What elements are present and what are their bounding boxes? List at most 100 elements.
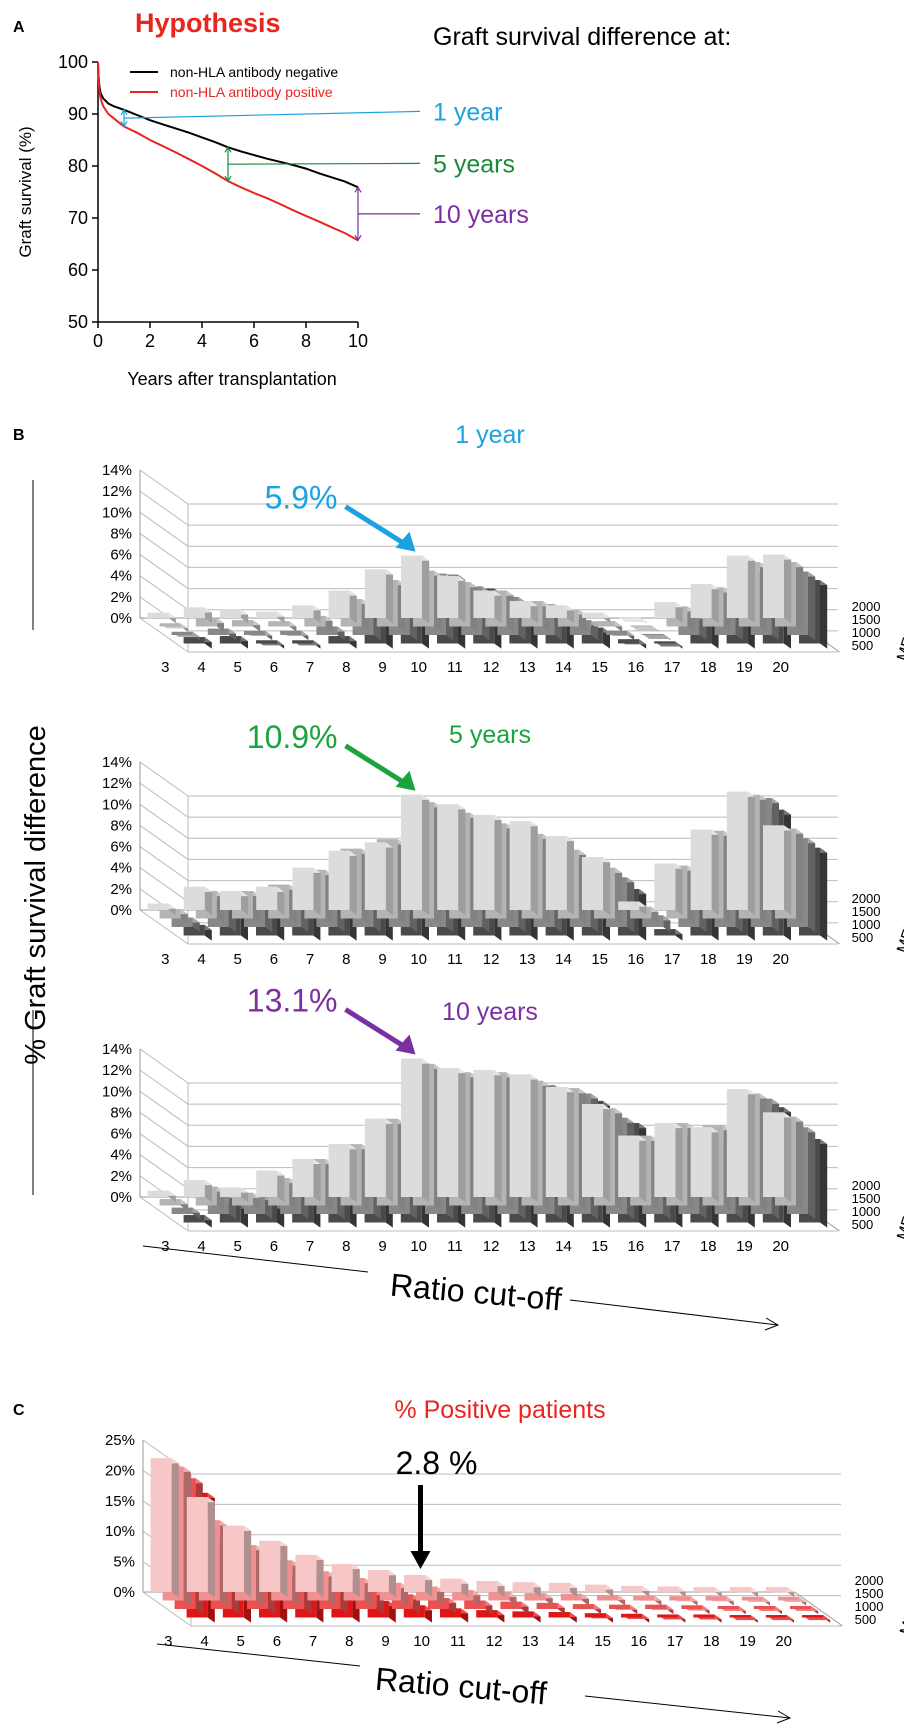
bar-12-500: [473, 590, 502, 624]
bar-15-500: [582, 1103, 611, 1203]
panel-c-highlight-label: 2.8 %: [396, 1445, 478, 1481]
bar-front-face: [524, 1593, 546, 1601]
depth-label: 500: [852, 638, 874, 653]
bar-16-500: [618, 616, 647, 624]
bar-17-1500: [681, 1605, 710, 1615]
bar-side-face: [807, 838, 816, 933]
bar-front-face: [618, 639, 639, 644]
xtick-label: 14: [555, 659, 572, 676]
panel-b-highlight-arrow: [344, 1007, 409, 1051]
bar-13-500: [509, 601, 538, 624]
depth-axis-label: MFI cut-off: [897, 1559, 904, 1637]
bar-front-face: [244, 630, 265, 635]
gridline-side: [139, 1112, 189, 1147]
ytick-label: 6%: [110, 839, 132, 856]
bar-front-face: [437, 1068, 459, 1197]
bar-front-face: [183, 886, 205, 910]
ytick-label: 10%: [105, 1523, 135, 1540]
bar-14-500: [548, 1582, 577, 1598]
bar-front-face: [654, 1123, 676, 1197]
bar-side-face: [204, 886, 212, 916]
bar-front-face: [159, 908, 181, 919]
bar-14-1000: [560, 1593, 589, 1606]
depth-label: 1500: [852, 904, 881, 919]
bar-17-500: [654, 1123, 683, 1203]
bar-front-face: [328, 590, 350, 618]
bar-5-1000: [232, 620, 261, 632]
bar-front-face: [440, 1608, 461, 1618]
bar-8-500: [328, 850, 357, 916]
bar-side-face: [424, 1574, 433, 1598]
bar-front-face: [171, 917, 193, 927]
bar-front-face: [256, 886, 278, 910]
bar-side-face: [795, 1116, 804, 1211]
bar-3-1000: [159, 1199, 188, 1211]
bar-front-face: [147, 903, 169, 910]
gridline-side: [139, 846, 189, 881]
panel-label-b: B: [13, 427, 25, 444]
panel-b-subplot-title: 10 years: [442, 998, 538, 1026]
bar-front-face: [765, 1615, 787, 1618]
bar-14-2000: [584, 1613, 613, 1623]
xtick-label: 8: [342, 951, 350, 968]
gridline-side: [139, 803, 189, 839]
bar-3-1000: [159, 623, 188, 632]
xtick-label: 3: [161, 951, 169, 968]
xtick-label: 16: [628, 659, 645, 676]
bar-front-face: [259, 1540, 281, 1592]
panel-c-xlabel-arrow-line: [584, 1695, 791, 1719]
bar-top-face: [618, 616, 647, 623]
xtick-label: 11: [447, 659, 463, 676]
bar-side-face: [421, 794, 430, 916]
panel-a-annotation-label: 1 year: [433, 98, 502, 126]
bar-13-1500: [536, 1602, 565, 1615]
bar-front-face: [159, 623, 181, 627]
bar-front-face: [753, 1605, 775, 1609]
xtick-label: 18: [700, 659, 717, 676]
bar-front-face: [621, 1613, 642, 1618]
xtick-label: 11: [447, 951, 463, 968]
bar-side-face: [639, 1135, 647, 1203]
bar-front-face: [256, 640, 277, 644]
panel-b-shared-ylabel: % Graft survival difference: [20, 725, 52, 1065]
depth-axis-label: MFI cut-off: [894, 877, 904, 955]
bar-front-face: [292, 605, 314, 618]
bar-side-face: [458, 575, 466, 624]
bar-20-500: [763, 554, 792, 624]
bar-side-face: [602, 1103, 611, 1203]
ytick-label: 4%: [110, 1147, 132, 1164]
bar-17-1000: [669, 1596, 698, 1606]
bar-8-500: [328, 1144, 357, 1203]
panel-a-ytick-label: 100: [58, 52, 88, 72]
panel-a-ytick-label: 50: [68, 312, 88, 332]
bar-front-face: [545, 836, 567, 910]
bar-side-face: [349, 590, 357, 624]
xtick-label: 15: [591, 951, 608, 968]
bar-16-500: [621, 1585, 650, 1598]
bar-side-face: [277, 1170, 285, 1203]
bar-19-1500: [753, 1605, 782, 1615]
panel-a-xtick-label: 4: [197, 331, 207, 351]
gridline-side: [139, 1090, 189, 1126]
bar-front-face: [331, 1564, 353, 1592]
bar-4-500: [183, 886, 212, 916]
xtick-label: 16: [631, 1633, 648, 1650]
bar-front-face: [367, 1570, 389, 1592]
xtick-label: 16: [628, 951, 645, 968]
xtick-label: 5: [234, 659, 242, 676]
bar-16-2000: [657, 1614, 686, 1623]
bar-11-500: [437, 804, 466, 916]
bar-20-500: [766, 1587, 795, 1598]
gridline-side: [139, 867, 189, 903]
panel-a-xtick-label: 8: [301, 331, 311, 351]
bar-7-500: [292, 867, 321, 916]
bar-15-500: [582, 612, 611, 624]
panel-b-3d-bar-charts: % Graft survival difference 1 year 0% 2% 4%…: [20, 421, 904, 1331]
bar-10-500: [401, 1058, 430, 1203]
bar-front-face: [147, 612, 169, 618]
xtick-label: 5: [237, 1633, 245, 1650]
bar-side-face: [385, 569, 393, 624]
bar-front-face: [582, 857, 603, 910]
bar-front-face: [729, 1587, 751, 1592]
depth-label: 500: [855, 1612, 877, 1627]
